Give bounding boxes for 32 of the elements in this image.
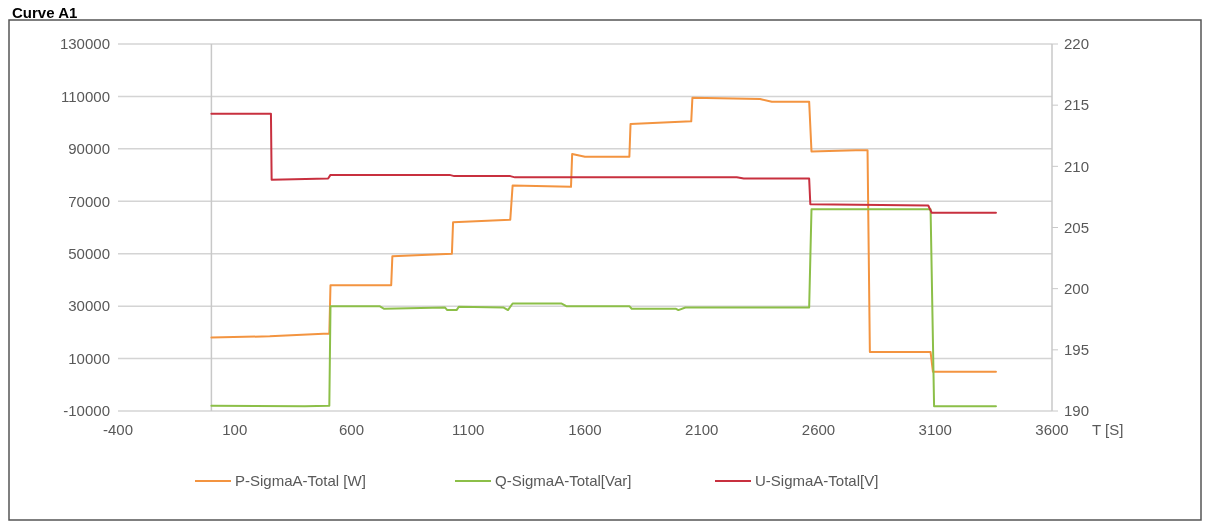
line-series	[210, 112, 997, 214]
legend-label: P-SigmaA-Total [W]	[235, 472, 366, 490]
x-tick-label: 2100	[685, 421, 719, 438]
y-tick-label: 10000	[68, 349, 110, 367]
y2-tick-label: 190	[1064, 402, 1090, 420]
y-tick-label: 50000	[68, 244, 110, 262]
y2-tick-label: 200	[1064, 279, 1090, 297]
line-series	[210, 208, 997, 408]
y2-tick-label: 205	[1064, 218, 1090, 236]
y-tick-label: 90000	[68, 140, 110, 158]
y-tick-label: -10000	[63, 402, 110, 420]
y2-tick-label: 195	[1064, 341, 1090, 359]
chart-title: Curve A1	[12, 4, 78, 21]
x-tick-label: 3600	[1035, 421, 1069, 438]
y-tick-label: 30000	[68, 297, 110, 315]
y2-tick-label: 220	[1064, 35, 1090, 53]
x-tick-label: 600	[338, 421, 365, 438]
x-tick-label: 1100	[452, 421, 485, 438]
x-tick-label: 1600	[568, 421, 602, 438]
x-axis-title: T [S]	[1092, 421, 1124, 438]
line-series	[210, 96, 997, 373]
y-tick-label: 110000	[61, 87, 110, 105]
x-tick-label: 100	[222, 421, 248, 438]
legend-label: U-SigmaA-Total[V]	[755, 472, 879, 490]
x-tick-label: -400	[102, 421, 134, 438]
y2-tick-label: 215	[1064, 96, 1090, 114]
y-tick-label: 70000	[68, 192, 110, 210]
legend-label: Q-SigmaA-Total[Var]	[495, 472, 632, 490]
x-tick-label: 3100	[918, 421, 952, 438]
x-tick-label: 2600	[801, 421, 836, 438]
y-tick-label: 130000	[59, 35, 110, 53]
y2-tick-label: 210	[1064, 157, 1090, 175]
